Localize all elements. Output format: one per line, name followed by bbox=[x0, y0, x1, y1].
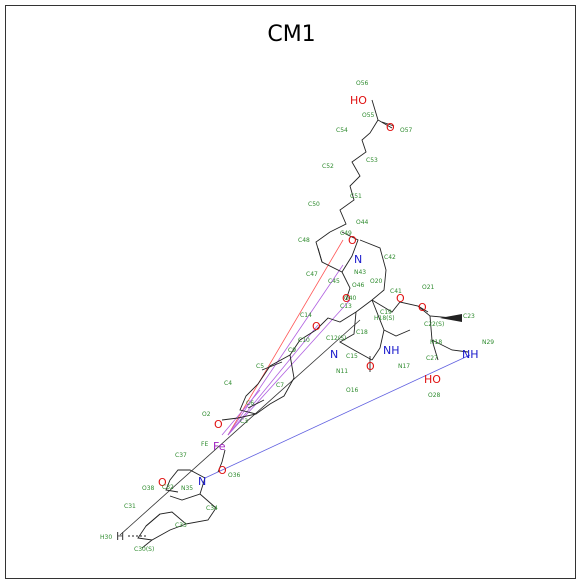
atom-label: O57 bbox=[400, 127, 413, 134]
atom-label: C23 bbox=[463, 313, 475, 320]
atom-label: O55 bbox=[362, 112, 375, 119]
atom-label: O21 bbox=[422, 284, 435, 291]
atom-label: C51 bbox=[350, 193, 362, 200]
atom-h-30: H bbox=[116, 530, 124, 543]
atom-o-36: O bbox=[218, 464, 227, 477]
atom-label: O38 bbox=[142, 485, 155, 492]
atom-label: N29 bbox=[482, 339, 494, 346]
atom-label: C3 bbox=[240, 418, 248, 425]
atom-label: C52 bbox=[322, 163, 334, 170]
atom-fe: Fe bbox=[213, 440, 226, 453]
atom-n-11: N bbox=[330, 348, 338, 361]
atom-o-38: O bbox=[158, 476, 167, 489]
atom-label: C18 bbox=[356, 329, 368, 336]
atom-label: C48 bbox=[298, 237, 310, 244]
coord-line-o39 bbox=[227, 299, 351, 436]
atom-label: H18 bbox=[430, 339, 442, 346]
atom-label: C13 bbox=[340, 303, 352, 310]
atom-label: N17 bbox=[398, 363, 410, 370]
atom-n-43: N bbox=[354, 253, 362, 266]
atom-o-16: O bbox=[366, 360, 375, 373]
atom-label: C10 bbox=[298, 337, 310, 344]
atom-label: N43 bbox=[354, 269, 366, 276]
coord-line-o44 bbox=[227, 239, 344, 436]
atom-o-57: O bbox=[386, 121, 395, 134]
atom-label: O40 bbox=[344, 295, 357, 302]
atom-label: C45 bbox=[328, 278, 340, 285]
atom-o-39: O bbox=[396, 292, 405, 305]
atom-nh-17: NH bbox=[383, 344, 400, 357]
atom-label: C47 bbox=[306, 271, 318, 278]
atom-label: C54 bbox=[336, 127, 348, 134]
atom-n-35: N bbox=[198, 475, 206, 488]
atom-label: O2 bbox=[202, 411, 211, 418]
atom-ho-top: HO bbox=[350, 94, 367, 107]
atom-label: C37 bbox=[175, 452, 187, 459]
atom-label: C19 bbox=[380, 309, 392, 316]
atom-label: O56 bbox=[356, 80, 369, 87]
atom-label: O28 bbox=[428, 392, 441, 399]
atom-label: C27 bbox=[426, 355, 438, 362]
atom-label: N11 bbox=[336, 368, 348, 375]
atom-label: C7 bbox=[276, 382, 284, 389]
atom-o-14: O bbox=[312, 320, 321, 333]
atom-label: C49 bbox=[340, 230, 352, 237]
atom-label: H18(S) bbox=[374, 315, 395, 322]
atom-label: N35 bbox=[181, 485, 193, 492]
atom-label: C42 bbox=[384, 254, 396, 261]
atom-label: C6 bbox=[246, 400, 254, 407]
heteroatom-labels: HO O O N O O O O N NH O NH HO O Fe O O N… bbox=[116, 94, 479, 543]
coord-line-h30 bbox=[119, 319, 361, 536]
atom-label: O44 bbox=[356, 219, 369, 226]
coord-line-n29 bbox=[204, 354, 471, 479]
atom-label: C41 bbox=[390, 288, 402, 295]
atom-label: C5 bbox=[256, 363, 264, 370]
bond-skeleton bbox=[128, 99, 469, 549]
atom-label: C34 bbox=[206, 505, 218, 512]
carbon-labels: O56 O55 C54 O57 C53 C52 C51 C50 C49 O44 … bbox=[100, 80, 494, 553]
atom-label: C4 bbox=[224, 380, 232, 387]
atom-nh-29: NH bbox=[462, 348, 479, 361]
coord-line-o40 bbox=[227, 264, 344, 436]
atom-label: C14 bbox=[300, 312, 312, 319]
atom-label: H30 bbox=[100, 534, 112, 541]
atom-label: O16 bbox=[346, 387, 359, 394]
atom-label: C50 bbox=[308, 201, 320, 208]
atom-o-22: O bbox=[418, 301, 427, 314]
atom-label: C32 bbox=[162, 484, 174, 491]
atom-label: C33 bbox=[175, 522, 187, 529]
atom-label: FE bbox=[201, 441, 208, 448]
atom-label: C12(S) bbox=[326, 335, 346, 342]
atom-label: C9 bbox=[288, 347, 296, 354]
coordination-lines bbox=[119, 239, 471, 536]
atom-label: O20 bbox=[370, 278, 383, 285]
coord-line-o2 bbox=[221, 389, 261, 436]
atom-label: C22(S) bbox=[424, 321, 444, 328]
atom-label: C31 bbox=[124, 503, 136, 510]
atom-o-40: O bbox=[342, 292, 351, 305]
molecule-viewer-frame bbox=[5, 5, 576, 579]
atom-label: C53 bbox=[366, 157, 378, 164]
atom-ho-28: HO bbox=[424, 373, 441, 386]
molecule-title: CM1 bbox=[267, 22, 316, 47]
wedge-bond bbox=[440, 314, 462, 322]
atom-o-2: O bbox=[214, 418, 223, 431]
atom-label: O46 bbox=[352, 282, 365, 289]
atom-o-44: O bbox=[348, 234, 357, 247]
atom-label: C30(S) bbox=[134, 546, 154, 553]
atom-label: C15 bbox=[346, 353, 358, 360]
atom-label: O36 bbox=[228, 472, 241, 479]
